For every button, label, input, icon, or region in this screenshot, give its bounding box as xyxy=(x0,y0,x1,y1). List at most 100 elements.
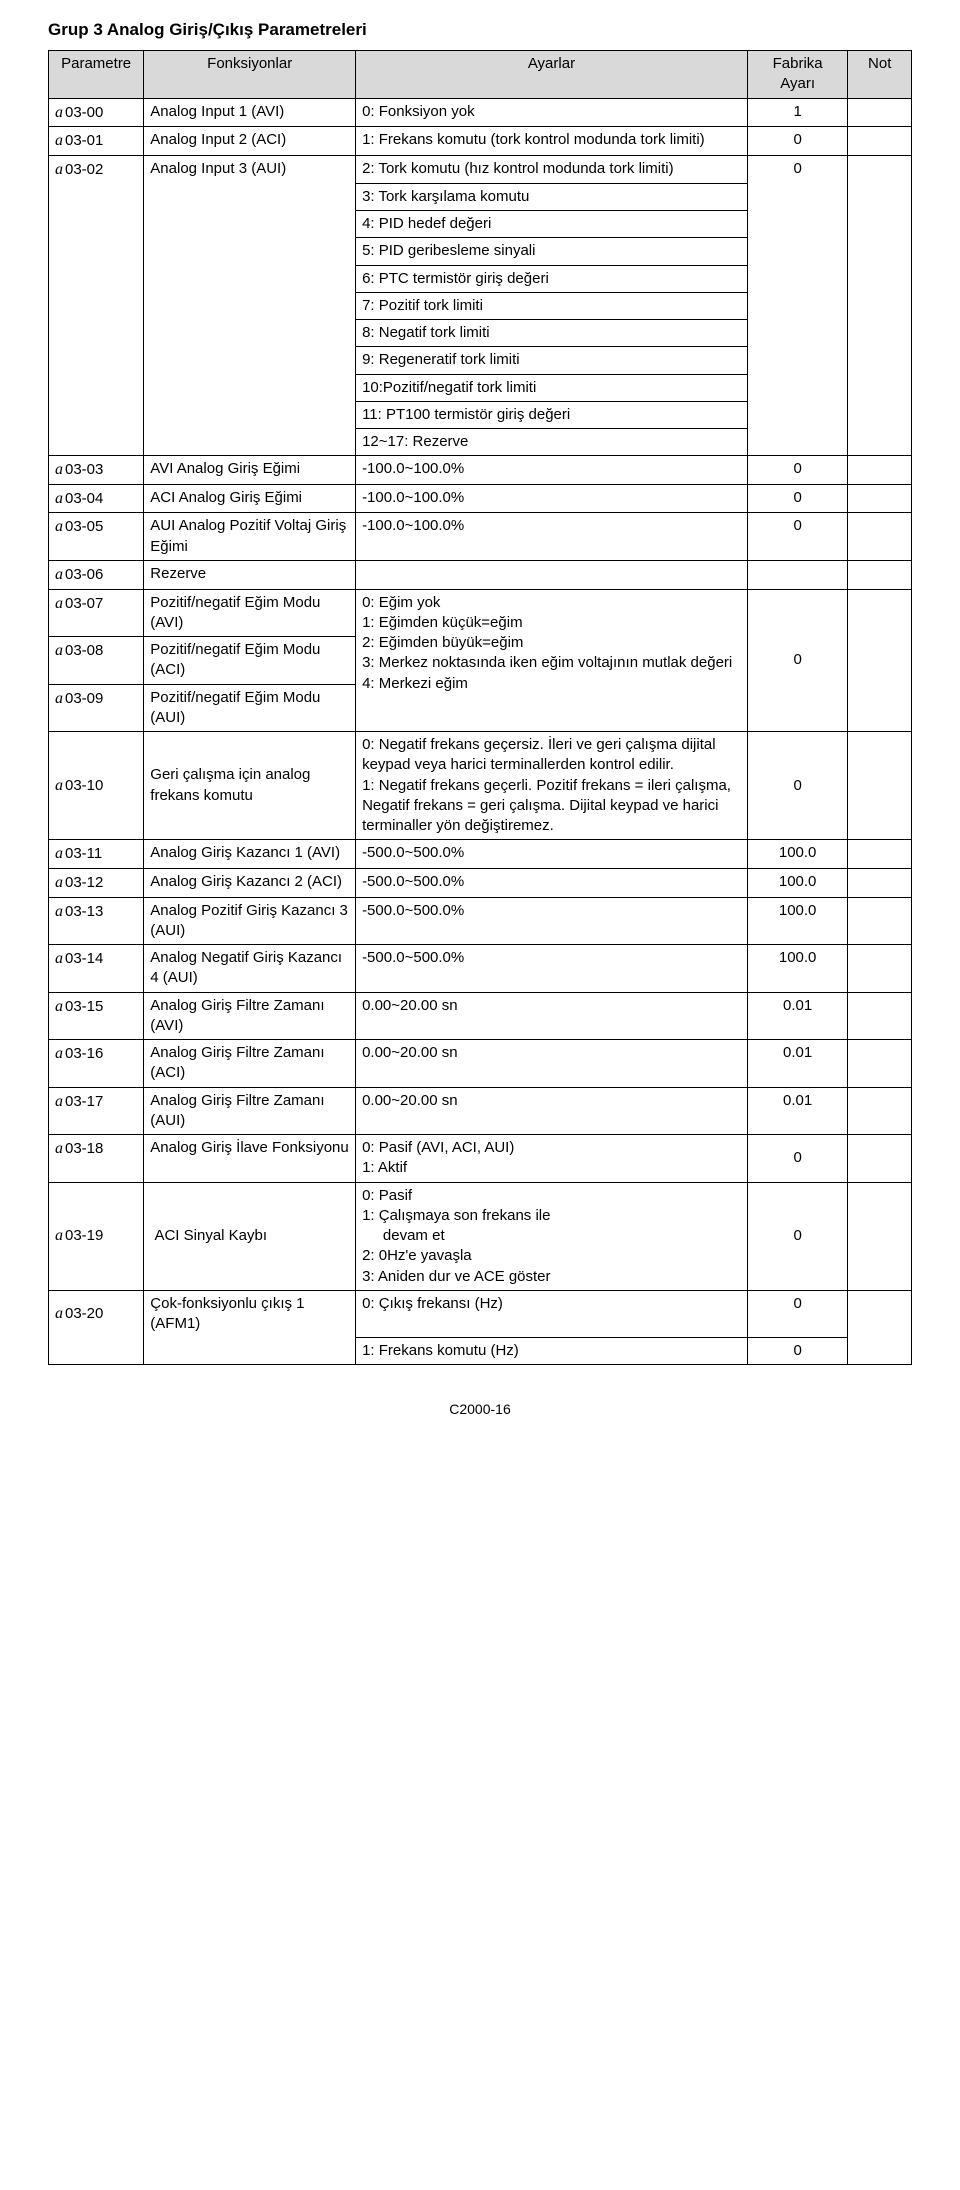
marker-icon: a xyxy=(55,518,63,535)
parameter-table: Parametre Fonksiyonlar Ayarlar Fabrika A… xyxy=(48,50,912,1365)
ayar-cell: 0.00~20.00 sn xyxy=(356,1040,748,1088)
default-cell: 0.01 xyxy=(747,992,848,1040)
ayar-cell: 7: Pozitif tork limiti xyxy=(356,292,748,319)
not-cell xyxy=(848,456,912,485)
func-cell: Pozitif/negatif Eğim Modu (AVI) xyxy=(144,589,356,637)
default-cell: 0 xyxy=(747,1337,848,1364)
ayar-cell: 0: Eğim yok 1: Eğimden küçük=eğim 2: Eği… xyxy=(356,589,748,732)
not-cell xyxy=(848,513,912,561)
row-03-02-sub: 5: PID geribesleme sinyali xyxy=(49,238,912,265)
row-03-01: a03-01 Analog Input 2 (ACI) 1: Frekans k… xyxy=(49,127,912,156)
page-footer: C2000-16 xyxy=(48,1401,912,1417)
default-cell: 0 xyxy=(747,484,848,513)
func-cell: ACI Analog Giriş Eğimi xyxy=(144,484,356,513)
marker-icon: a xyxy=(55,845,63,862)
ayar-cell: 11: PT100 termistör giriş değeri xyxy=(356,401,748,428)
not-cell xyxy=(848,732,912,840)
func-cell: Analog Giriş Filtre Zamanı (AUI) xyxy=(144,1087,356,1135)
ayar-cell: 0.00~20.00 sn xyxy=(356,992,748,1040)
func-cell: Analog Giriş Kazancı 2 (ACI) xyxy=(144,868,356,897)
th-ayar: Ayarlar xyxy=(356,51,748,99)
marker-icon: a xyxy=(55,1045,63,1062)
ayar-cell: 12~17: Rezerve xyxy=(356,429,748,456)
func-cell: Analog Input 1 (AVI) xyxy=(144,98,356,127)
func-cell: Analog Input 3 (AUI) xyxy=(144,155,356,183)
not-cell xyxy=(848,1040,912,1088)
row-03-00: a03-00 Analog Input 1 (AVI) 0: Fonksiyon… xyxy=(49,98,912,127)
default-cell: 0 xyxy=(747,1135,848,1183)
row-03-11: a03-11 Analog Giriş Kazancı 1 (AVI) -500… xyxy=(49,840,912,869)
marker-icon: a xyxy=(55,490,63,507)
row-03-02-sub: 7: Pozitif tork limiti xyxy=(49,292,912,319)
not-cell xyxy=(848,560,912,589)
marker-icon: a xyxy=(55,950,63,967)
row-03-02-sub: 11: PT100 termistör giriş değeri xyxy=(49,401,912,428)
param-code: 03-12 xyxy=(65,874,103,891)
row-03-20: a03-20 Çok-fonksiyonlu çıkış 1 (AFM1) 0:… xyxy=(49,1290,912,1337)
func-cell: AUI Analog Pozitif Voltaj Giriş Eğimi xyxy=(144,513,356,561)
param-code: 03-14 xyxy=(65,950,103,967)
param-code: 03-13 xyxy=(65,903,103,920)
table-header-row: Parametre Fonksiyonlar Ayarlar Fabrika A… xyxy=(49,51,912,99)
not-cell xyxy=(848,840,912,869)
th-not: Not xyxy=(848,51,912,99)
default-cell: 0.01 xyxy=(747,1087,848,1135)
marker-icon: a xyxy=(55,104,63,121)
default-cell: 0 xyxy=(747,127,848,156)
marker-icon: a xyxy=(55,874,63,891)
row-03-03: a03-03 AVI Analog Giriş Eğimi -100.0~100… xyxy=(49,456,912,485)
th-func: Fonksiyonlar xyxy=(144,51,356,99)
row-03-05: a03-05 AUI Analog Pozitif Voltaj Giriş E… xyxy=(49,513,912,561)
param-code: 03-18 xyxy=(65,1140,103,1157)
row-03-02: a03-02 Analog Input 3 (AUI) 2: Tork komu… xyxy=(49,155,912,183)
param-code: 03-19 xyxy=(65,1227,103,1244)
not-cell xyxy=(848,127,912,156)
th-fabr: Fabrika Ayarı xyxy=(747,51,848,99)
func-cell: ACI Sinyal Kaybı xyxy=(144,1182,356,1290)
func-cell: Pozitif/negatif Eğim Modu (AUI) xyxy=(144,684,356,732)
ayar-cell: -500.0~500.0% xyxy=(356,840,748,869)
default-cell: 100.0 xyxy=(747,840,848,869)
marker-icon: a xyxy=(55,1305,63,1322)
row-03-15: a03-15 Analog Giriş Filtre Zamanı (AVI) … xyxy=(49,992,912,1040)
ayar-cell: 1: Frekans komutu (tork kontrol modunda … xyxy=(356,127,748,156)
row-03-02-sub: 9: Regeneratif tork limiti xyxy=(49,347,912,374)
marker-icon: a xyxy=(55,690,63,707)
default-cell: 100.0 xyxy=(747,945,848,993)
marker-icon: a xyxy=(55,998,63,1015)
not-cell xyxy=(848,868,912,897)
default-cell: 1 xyxy=(747,98,848,127)
marker-icon: a xyxy=(55,595,63,612)
ayar-cell: 4: PID hedef değeri xyxy=(356,211,748,238)
func-cell: Analog Input 2 (ACI) xyxy=(144,127,356,156)
row-03-04: a03-04 ACI Analog Giriş Eğimi -100.0~100… xyxy=(49,484,912,513)
ayar-cell: 0: Fonksiyon yok xyxy=(356,98,748,127)
ayar-cell: -500.0~500.0% xyxy=(356,897,748,945)
not-cell xyxy=(848,992,912,1040)
default-cell: 0 xyxy=(747,155,848,183)
ayar-cell: 0: Pasif 1: Çalışmaya son frekans ile de… xyxy=(356,1182,748,1290)
func-cell: Analog Pozitif Giriş Kazancı 3 (AUI) xyxy=(144,897,356,945)
ayar-cell: -100.0~100.0% xyxy=(356,513,748,561)
marker-icon: a xyxy=(55,642,63,659)
row-03-02-sub: 8: Negatif tork limiti xyxy=(49,320,912,347)
default-cell: 0.01 xyxy=(747,1040,848,1088)
not-cell xyxy=(848,98,912,127)
default-cell: 100.0 xyxy=(747,868,848,897)
marker-icon: a xyxy=(55,1140,63,1157)
param-code: 03-15 xyxy=(65,998,103,1015)
marker-icon: a xyxy=(55,1093,63,1110)
ayar-cell: 2: Tork komutu (hız kontrol modunda tork… xyxy=(356,155,748,183)
marker-icon: a xyxy=(55,566,63,583)
param-code: 03-03 xyxy=(65,461,103,478)
not-cell xyxy=(848,1135,912,1183)
param-code: 03-04 xyxy=(65,490,103,507)
ayar-cell: 10:Pozitif/negatif tork limiti xyxy=(356,374,748,401)
not-cell xyxy=(848,1290,912,1337)
not-cell xyxy=(848,1182,912,1290)
marker-icon: a xyxy=(55,161,63,178)
func-cell: Rezerve xyxy=(144,560,356,589)
marker-icon: a xyxy=(55,132,63,149)
ayar-cell: -100.0~100.0% xyxy=(356,484,748,513)
param-code: 03-09 xyxy=(65,690,103,707)
